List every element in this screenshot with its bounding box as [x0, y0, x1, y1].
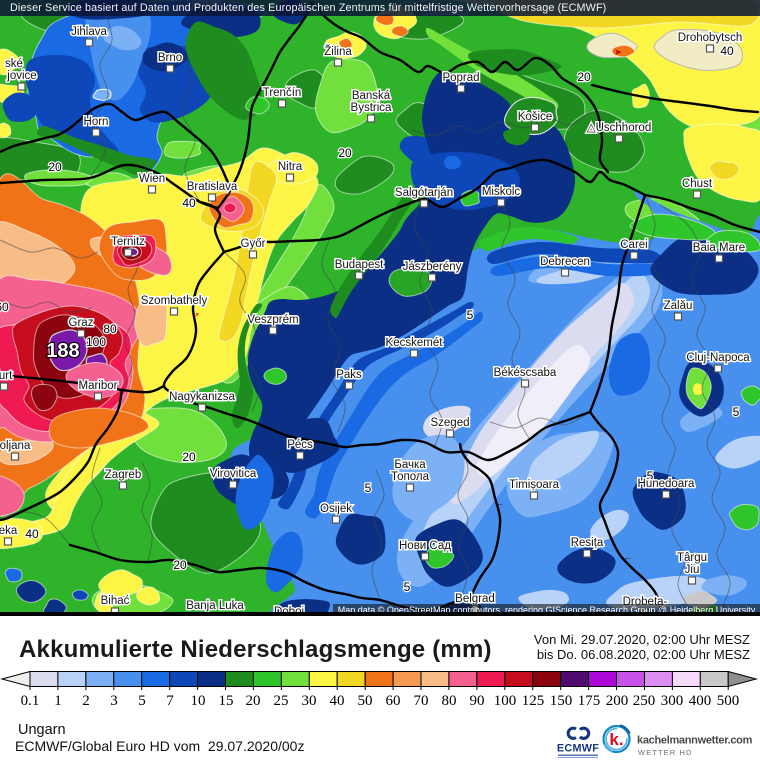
svg-text:Kecskemét: Kecskemét	[386, 337, 444, 349]
svg-text:↗: ↗	[193, 311, 200, 320]
svg-text:Cluj-Napoca: Cluj-Napoca	[686, 352, 750, 364]
svg-text:Timișoara: Timișoara	[509, 479, 560, 491]
svg-text:Banja Luka: Banja Luka	[186, 600, 244, 612]
svg-text:80: 80	[103, 322, 117, 336]
svg-text:eka: eka	[0, 525, 18, 537]
svg-text:Jihlava: Jihlava	[71, 26, 107, 38]
svg-text:ECMWF: ECMWF	[557, 743, 599, 755]
svg-text:jovice: jovice	[6, 70, 36, 82]
svg-text:20: 20	[48, 160, 62, 174]
svg-text:←: ←	[496, 498, 505, 508]
svg-text:furt: furt	[0, 370, 13, 382]
svg-text:Trenčín: Trenčín	[263, 87, 302, 99]
svg-text:Baia Mare: Baia Mare	[693, 242, 745, 254]
svg-text:Brno: Brno	[158, 52, 182, 64]
svg-text:Košice: Košice	[518, 111, 553, 123]
svg-text:Graz: Graz	[69, 317, 94, 329]
svg-text:Belgrad: Belgrad	[455, 593, 495, 605]
svg-text:Debrecen: Debrecen	[540, 256, 590, 268]
svg-text:Szeged: Szeged	[430, 417, 469, 429]
svg-text:Zagreb: Zagreb	[105, 469, 141, 481]
svg-text:←: ←	[624, 552, 633, 562]
svg-text:Bystrica: Bystrica	[351, 102, 393, 114]
svg-text:Târgu: Târgu	[677, 552, 707, 564]
svg-text:Jiu: Jiu	[685, 564, 700, 576]
svg-text:Resița: Resița	[571, 537, 604, 549]
svg-text:20: 20	[173, 558, 187, 572]
svg-text:ské: ské	[5, 58, 23, 70]
svg-text:Budapest: Budapest	[335, 259, 384, 271]
svg-text:5: 5	[733, 405, 740, 419]
svg-text:20: 20	[338, 146, 352, 160]
svg-text:Salgótarján: Salgótarján	[395, 187, 453, 199]
svg-text:Bratislava: Bratislava	[187, 181, 238, 193]
svg-text:Carei: Carei	[620, 239, 647, 251]
svg-text:Hunedoara: Hunedoara	[638, 478, 696, 490]
svg-text:➤: ➤	[614, 47, 622, 57]
svg-text:Győr: Győr	[241, 238, 266, 250]
svg-text:Miskolc: Miskolc	[482, 186, 521, 198]
svg-text:△Uschhorod: △Uschhorod	[587, 122, 651, 134]
svg-text:Paks: Paks	[336, 369, 362, 381]
svg-text:Pécs: Pécs	[287, 439, 313, 451]
svg-text:Zalău: Zalău	[664, 300, 693, 312]
svg-text:100: 100	[86, 335, 106, 349]
svg-text:Horn: Horn	[84, 116, 109, 128]
svg-text:k.: k.	[609, 730, 623, 749]
svg-text:40: 40	[182, 196, 196, 210]
svg-text:Bihać: Bihać	[101, 595, 130, 607]
svg-text:Wien: Wien	[139, 173, 165, 185]
svg-text:Ternitz: Ternitz	[111, 236, 145, 248]
svg-text:Jászberény: Jászberény	[403, 261, 462, 273]
svg-text:Poprad: Poprad	[442, 72, 479, 84]
svg-text:Nagykanizsa: Nagykanizsa	[169, 391, 235, 403]
svg-text:Топола: Топола	[391, 471, 430, 483]
svg-text:5: 5	[467, 308, 474, 322]
svg-text:Osijek: Osijek	[320, 503, 352, 515]
svg-text:Drohobytsch: Drohobytsch	[678, 32, 743, 44]
svg-text:Banská: Banská	[352, 90, 391, 102]
svg-text:Virovitica: Virovitica	[210, 468, 257, 480]
svg-text:Békéscsaba: Békéscsaba	[494, 367, 557, 379]
svg-text:40: 40	[25, 527, 39, 541]
svg-text:Нови Сад: Нови Сад	[399, 540, 451, 552]
svg-text:Бачка: Бачка	[394, 459, 426, 471]
svg-text:WETTER HD: WETTER HD	[638, 748, 692, 757]
svg-text:kachelmannwetter.com: kachelmannwetter.com	[637, 735, 753, 747]
svg-text:40: 40	[720, 44, 734, 58]
svg-text:oljana: oljana	[0, 440, 31, 452]
svg-text:5: 5	[365, 481, 372, 495]
svg-text:Chust: Chust	[682, 178, 713, 190]
svg-text:60: 60	[0, 300, 9, 314]
svg-text:Nitra: Nitra	[278, 161, 303, 173]
svg-text:Veszprém: Veszprém	[247, 314, 298, 326]
svg-text:5: 5	[404, 580, 411, 594]
svg-text:188: 188	[46, 340, 79, 362]
svg-text:20: 20	[182, 450, 196, 464]
svg-text:Žilina: Žilina	[324, 45, 352, 58]
svg-text:20: 20	[577, 70, 591, 84]
svg-text:Szombathely: Szombathely	[141, 295, 208, 307]
svg-text:Maribor: Maribor	[79, 380, 118, 392]
svg-text:5: 5	[647, 469, 654, 483]
